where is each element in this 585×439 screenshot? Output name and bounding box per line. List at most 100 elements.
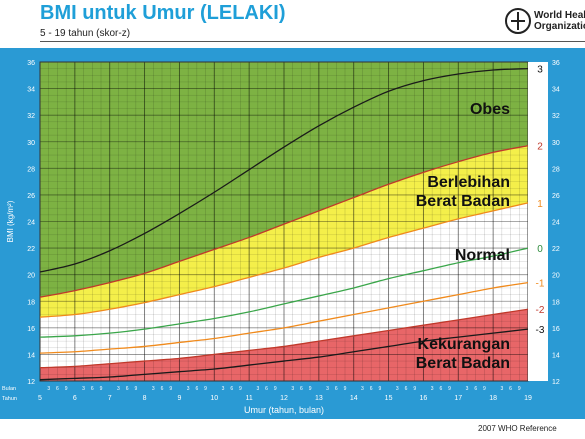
title-divider [40,41,585,42]
y-tick-label: 16 [27,326,35,333]
month-tick-label: 6 [56,386,59,392]
month-tick-label: 6 [439,386,442,392]
x-tick-label: 6 [73,395,77,402]
x-tick-label: 12 [280,395,288,402]
y-tick-label-right: 26 [552,193,560,200]
month-tick-label: 6 [126,386,129,392]
month-tick-label: 6 [335,386,338,392]
series-label-zm2: -2 [536,305,545,316]
month-tick-label: 6 [300,386,303,392]
y-tick-label-right: 36 [552,60,560,67]
month-tick-label: 3 [500,386,503,392]
y-tick-label-right: 16 [552,326,560,333]
x-tick-label: 19 [524,395,532,402]
month-tick-label: 9 [483,386,486,392]
who-brand: World Heal Organizatio [505,8,585,38]
zone-underweight [40,309,528,381]
month-tick-label: 3 [326,386,329,392]
month-tick-label: 6 [509,386,512,392]
series-line-zm2 [39,308,529,369]
month-tick-label: 3 [47,386,50,392]
month-tick-label: 9 [204,386,207,392]
series-label-strip [528,62,548,381]
y-tick-label: 20 [27,273,35,280]
y-tick-label: 12 [27,379,35,386]
series-label-zm1: -1 [536,279,545,290]
month-tick-label: 6 [474,386,477,392]
y-tick-label: 36 [27,60,35,67]
month-tick-label: 9 [274,386,277,392]
y-tick-label-right: 18 [552,299,560,306]
y-tick-label: 18 [27,299,35,306]
month-tick-label: 6 [405,386,408,392]
x-axis-label: Umur (tahun, bulan) [244,405,324,415]
x-tick-label: 8 [143,395,147,402]
chart-panel: 3 2 1 0 -1 -2 -3 12 12 14 14 16 16 18 18 20 20 22 22 24 24 26… [0,48,585,419]
y-tick-label-right: 12 [552,379,560,386]
month-tick-label: 6 [265,386,268,392]
x-tick-label: 15 [385,395,393,402]
x-tick-label: 9 [177,395,181,402]
month-tick-label: 6 [230,386,233,392]
x-tick-label: 7 [108,395,112,402]
y-tick-label: 22 [27,246,35,253]
y-tick-label-right: 22 [552,246,560,253]
series-label-z3: 3 [537,65,543,76]
month-tick-label: 9 [100,386,103,392]
y-tick-label: 26 [27,193,35,200]
month-tick-label: 6 [161,386,164,392]
y-axis-label: BMI (kg/m²) [6,200,15,242]
zone-label-underweight-line2: Berat Badan [416,355,510,372]
series-line-zm3 [39,328,529,381]
zone-label-overweight-line2: Berat Badan [416,193,510,210]
month-tick-label: 3 [466,386,469,392]
series-line-z2 [39,145,529,298]
y-tick-label: 28 [27,166,35,173]
month-tick-label: 3 [396,386,399,392]
month-tick-label: 6 [91,386,94,392]
month-tick-label: 3 [256,386,259,392]
x-tick-label: 5 [38,395,42,402]
zone-label-overweight-line1: Berlebihan [427,174,510,191]
month-tick-label: 9 [169,386,172,392]
month-tick-label: 9 [378,386,381,392]
month-tick-label: 9 [309,386,312,392]
x-tick-label: 10 [210,395,218,402]
page-subtitle: 5 - 19 tahun (skor-z) [40,28,131,39]
x-tick-label: 17 [454,395,462,402]
series-label-z1: 1 [537,199,543,210]
who-name-line1: World Heal [534,10,585,21]
month-tick-label: 3 [222,386,225,392]
y-tick-label: 34 [27,87,35,94]
month-tick-label: 3 [431,386,434,392]
month-tick-label: 3 [291,386,294,392]
y-tick-label-right: 32 [552,113,560,120]
y-tick-label-right: 30 [552,140,560,147]
zone-label-obes: Obes [470,101,510,118]
y-tick-label-right: 14 [552,352,560,359]
page-title: BMI untuk Umur (LELAKI) [40,2,286,24]
month-tick-label: 9 [65,386,68,392]
series-line-zm1 [39,281,529,354]
who-name: World Heal Organizatio [534,10,585,32]
months-row-label: Bulan [2,386,16,392]
month-tick-label: 3 [152,386,155,392]
zone-label-normal: Normal [455,247,510,264]
who-name-line2: Organizatio [534,21,585,32]
x-tick-label: 18 [489,395,497,402]
y-tick-label: 32 [27,113,35,120]
y-tick-label-right: 34 [552,87,560,94]
month-tick-label: 9 [413,386,416,392]
x-tick-label: 13 [315,395,323,402]
zone-label-underweight-line1: Kekurangan [418,336,510,353]
month-tick-label: 9 [239,386,242,392]
series-line-z3 [39,67,529,273]
month-tick-label: 3 [82,386,85,392]
month-tick-label: 9 [344,386,347,392]
month-tick-label: 9 [518,386,521,392]
series-label-z2: 2 [537,142,543,153]
footer-reference: 2007 WHO Reference [478,424,557,433]
y-tick-label-right: 24 [552,220,560,227]
series-label-zm3: -3 [536,325,545,336]
